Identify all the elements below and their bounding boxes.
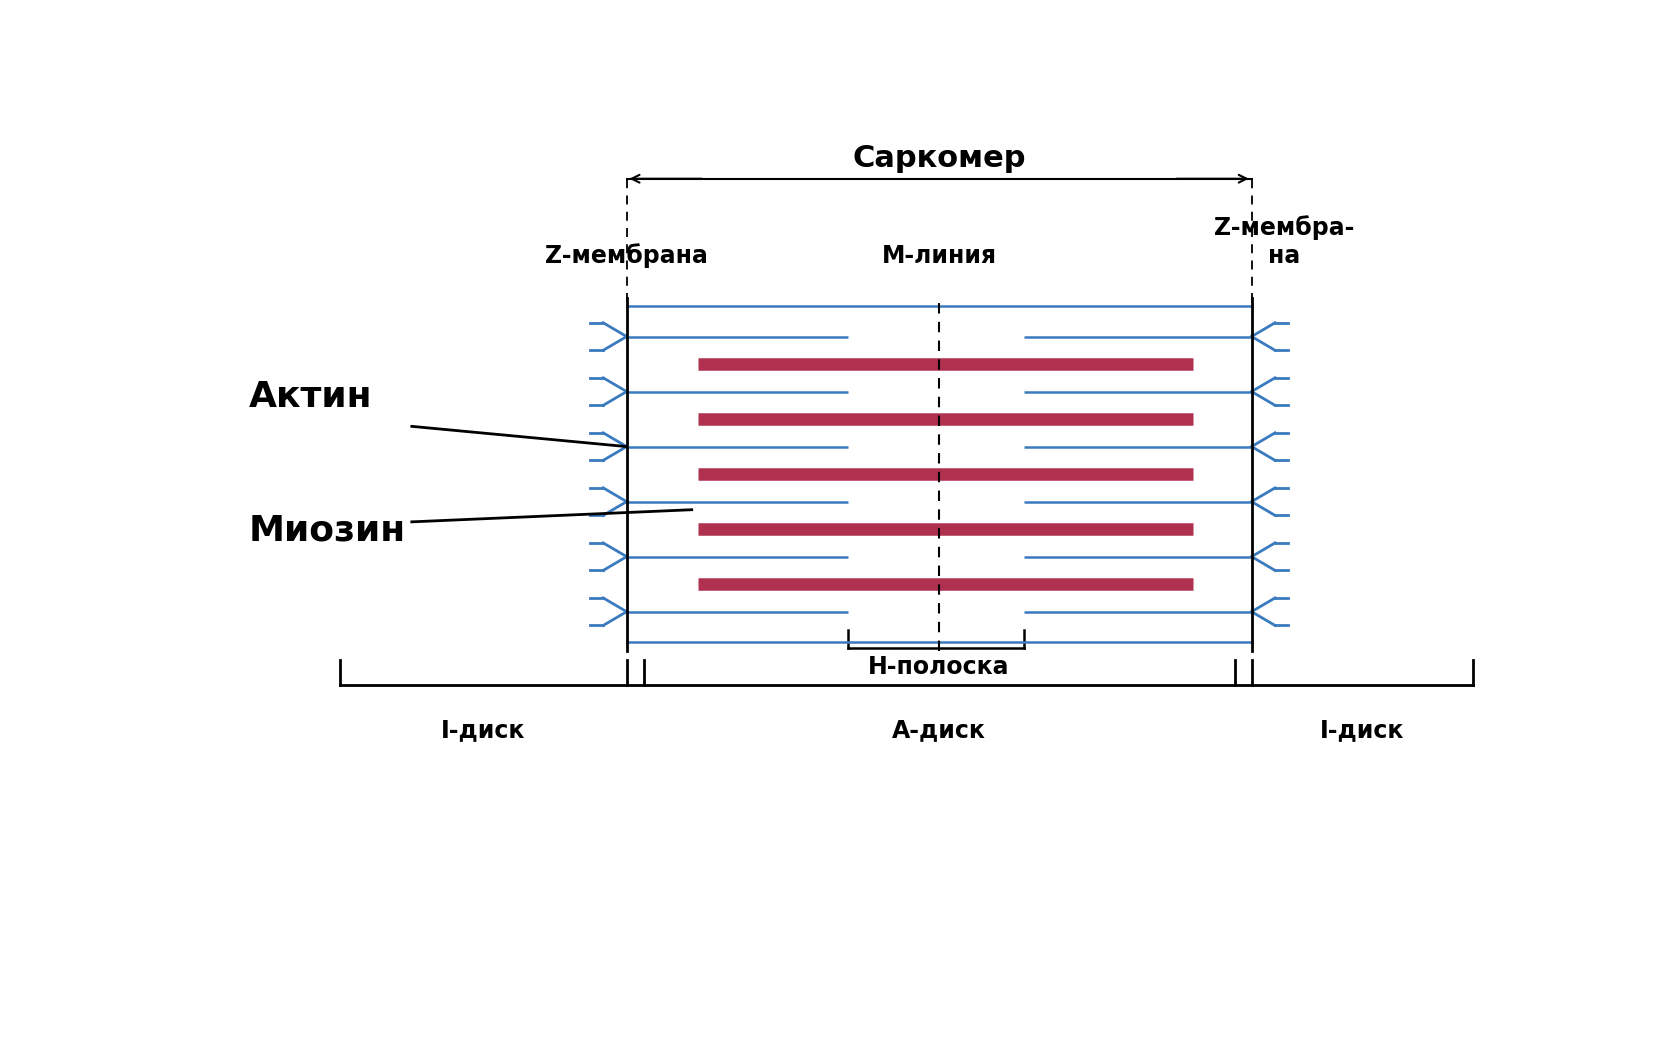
Text: Саркомер: Саркомер bbox=[852, 144, 1026, 173]
Text: А-диск: А-диск bbox=[892, 719, 986, 742]
Text: М-линия: М-линия bbox=[882, 244, 996, 268]
Text: I-диск: I-диск bbox=[1320, 719, 1404, 742]
Text: Z-мембра-
на: Z-мембра- на bbox=[1215, 215, 1354, 268]
Text: Н-полоска: Н-полоска bbox=[869, 655, 1010, 679]
Text: I-диск: I-диск bbox=[442, 719, 526, 742]
Text: Z-мембрана: Z-мембрана bbox=[546, 243, 707, 268]
Text: Миозин: Миозин bbox=[249, 514, 407, 548]
Text: Актин: Актин bbox=[249, 380, 373, 414]
